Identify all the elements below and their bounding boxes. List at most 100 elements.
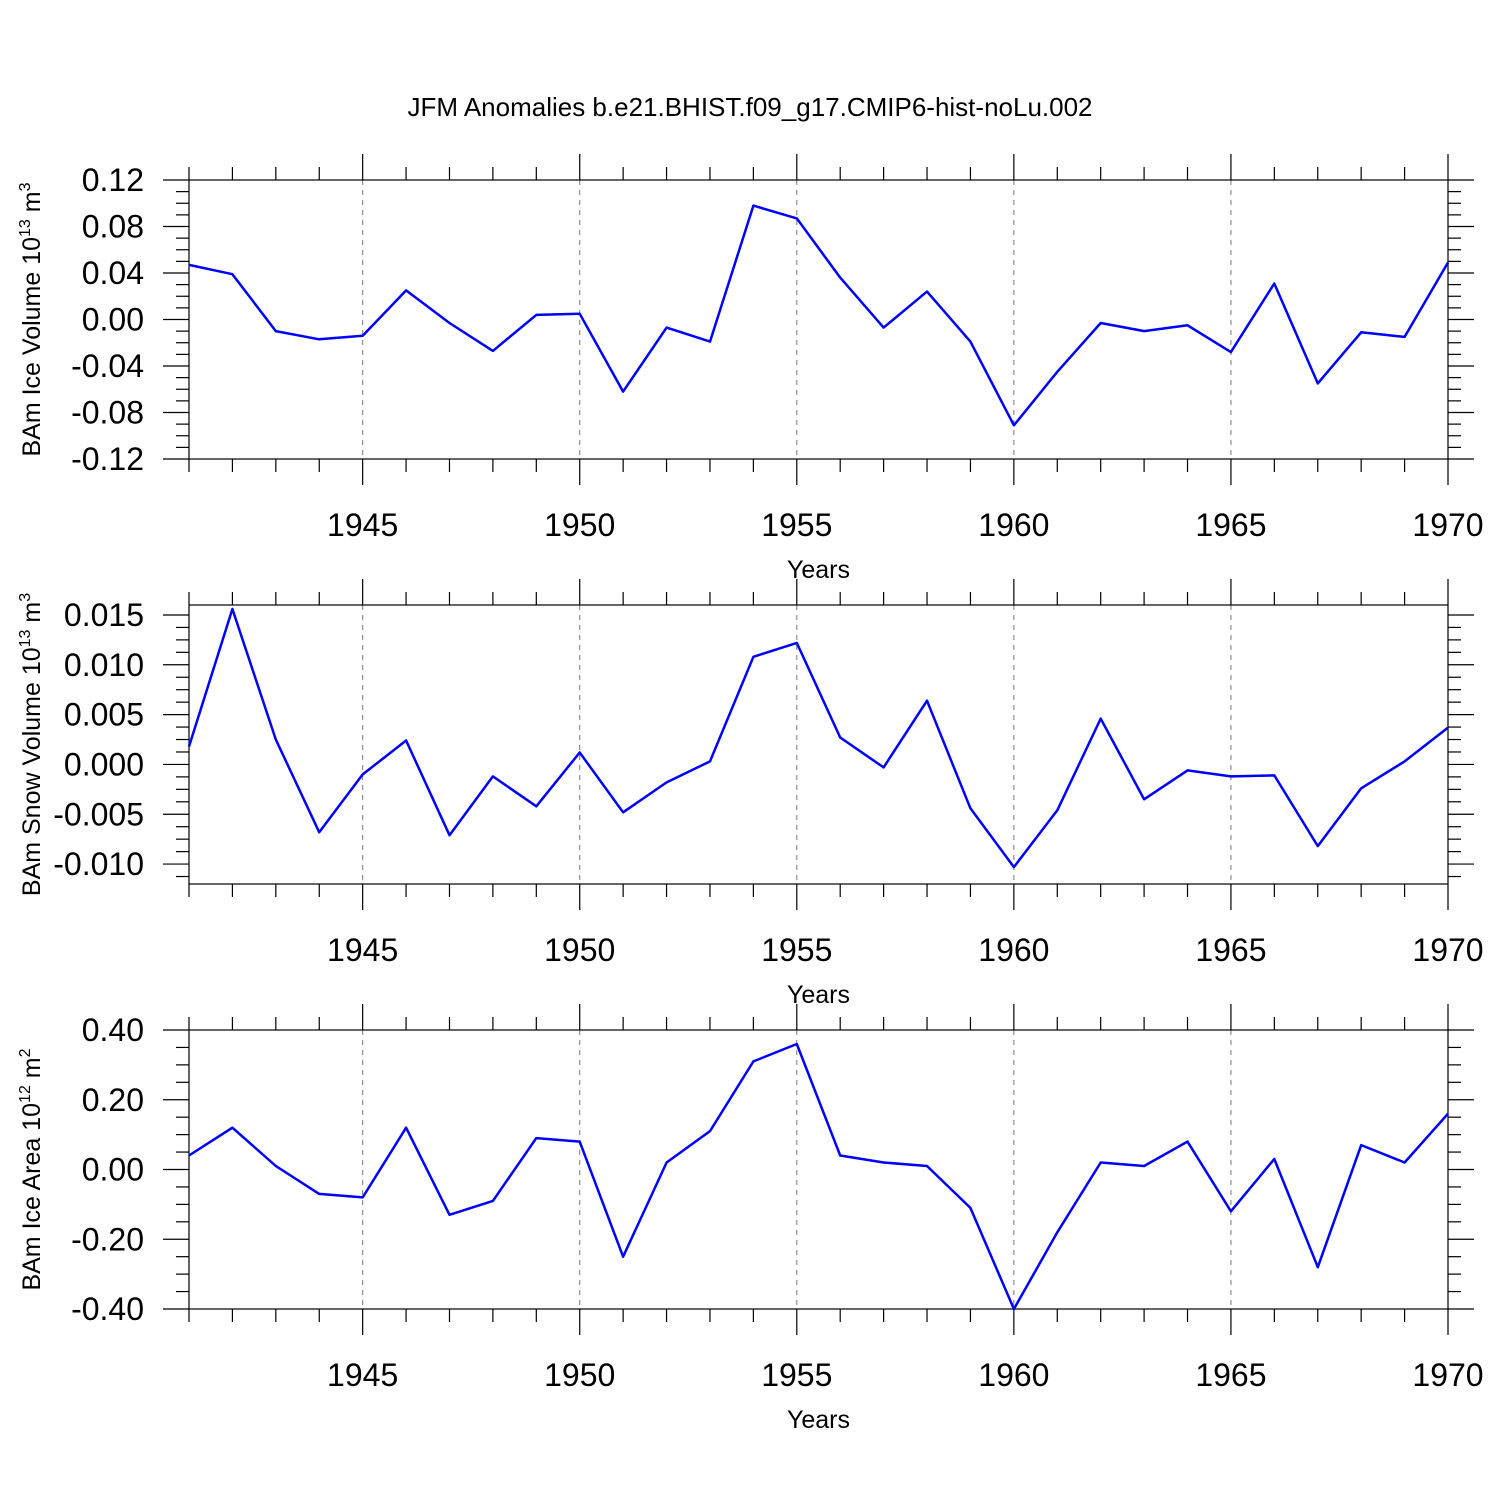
data-point: [1445, 260, 1451, 266]
series-line: [188, 1042, 1449, 1311]
data-point: [1358, 785, 1364, 791]
data-point: [1011, 1306, 1017, 1312]
y-tick-label: 0.08: [82, 209, 144, 245]
x-tick-label: 1945: [327, 507, 398, 543]
y-axis-title-superscript: 13: [17, 219, 34, 237]
data-point: [533, 312, 539, 318]
y-tick-label: -0.010: [53, 846, 144, 882]
data-point: [316, 336, 322, 342]
data-point: [186, 1153, 192, 1159]
data-point: [1315, 380, 1321, 386]
plot-frame: [188, 1029, 1449, 1310]
data-point: [707, 758, 713, 764]
data-point: [577, 1139, 583, 1145]
data-point: [490, 1198, 496, 1204]
data-point: [360, 771, 366, 777]
data-point: [1315, 1264, 1321, 1270]
data-point: [273, 1163, 279, 1169]
x-tick-label: 1950: [544, 932, 615, 968]
data-point: [1228, 773, 1234, 779]
data-point: [750, 654, 756, 660]
data-point: [881, 1160, 887, 1166]
data-point: [1358, 1142, 1364, 1148]
y-tick-label: 0.40: [82, 1012, 144, 1048]
y-tick-label: 0.00: [82, 302, 144, 338]
y-axis-title: BAm Ice Area 1012 m2: [17, 1048, 46, 1290]
data-point: [1098, 716, 1104, 722]
plot-frame: [188, 604, 1449, 885]
x-tick-label: 1960: [978, 932, 1049, 968]
data-point: [794, 215, 800, 221]
data-point: [1228, 349, 1234, 355]
y-tick-label: -0.20: [71, 1221, 144, 1257]
data-point: [1185, 1139, 1191, 1145]
y-tick-label: -0.08: [71, 395, 144, 431]
data-point: [837, 735, 843, 741]
chart-panel-1: -0.12 -0.08 -0.04 0.00 0.04 0.08 0.12 1945 1950 1…: [17, 154, 1484, 584]
series-line: [188, 204, 1450, 427]
panels: -0.12 -0.08 -0.04 0.00 0.04 0.08 0.12 1945 1950 1…: [17, 154, 1484, 1434]
data-point: [403, 287, 409, 293]
x-tick-label: 1970: [1412, 507, 1483, 543]
data-point: [794, 1041, 800, 1047]
data-point: [967, 805, 973, 811]
y-tick-label: 0.015: [64, 597, 144, 633]
y-axis-title: BAm Snow Volume 1013 m3: [17, 593, 46, 896]
chart-title: JFM Anomalies b.e21.BHIST.f09_g17.CMIP6-…: [407, 92, 1092, 122]
data-point: [794, 640, 800, 646]
data-point: [837, 275, 843, 281]
x-tick-label: 1970: [1412, 1357, 1483, 1393]
data-point: [533, 1135, 539, 1141]
data-point: [490, 348, 496, 354]
data-point: [360, 333, 366, 339]
chart-panel-3: -0.40 -0.20 0.00 0.20 0.40 1945 1950 1955 1960 19…: [17, 1004, 1484, 1434]
data-point: [1271, 280, 1277, 286]
y-axis-title-superscript: 3: [17, 593, 34, 602]
y-tick-label: 0.00: [82, 1152, 144, 1188]
data-point: [664, 325, 670, 331]
data-point: [1402, 758, 1408, 764]
y-tick-label: -0.40: [71, 1291, 144, 1327]
y-axis-title-part: m: [18, 602, 46, 630]
data-point: [1054, 807, 1060, 813]
data-point: [186, 743, 192, 749]
data-point: [403, 1125, 409, 1131]
y-tick-label: -0.12: [71, 441, 144, 477]
x-axis-title: Years: [787, 1406, 850, 1434]
data-point: [707, 339, 713, 345]
y-axis-title: BAm Ice Volume 1013 m3: [17, 182, 46, 456]
data-point: [273, 737, 279, 743]
x-tick-label: 1960: [978, 1357, 1049, 1393]
x-tick-label: 1965: [1195, 507, 1266, 543]
x-tick-label: 1945: [327, 932, 398, 968]
y-axis-title-part: BAm Snow Volume 10: [18, 647, 46, 896]
data-point: [1054, 1229, 1060, 1235]
y-axis-title-part: m: [18, 1057, 46, 1085]
data-point: [750, 203, 756, 209]
data-point: [620, 1254, 626, 1260]
y-axis-title-part: BAm Ice Volume 10: [18, 237, 46, 457]
x-axis-title: Years: [787, 556, 850, 584]
x-tick-label: 1955: [761, 1357, 832, 1393]
y-axis-title-superscript: 13: [17, 629, 34, 647]
data-point: [881, 764, 887, 770]
x-tick-label: 1950: [544, 507, 615, 543]
data-point: [1271, 772, 1277, 778]
y-tick-label: 0.20: [82, 1082, 144, 1118]
data-point: [446, 1212, 452, 1218]
x-tick-label: 1970: [1412, 932, 1483, 968]
data-point: [924, 1163, 930, 1169]
data-point: [316, 829, 322, 835]
data-point: [1098, 1160, 1104, 1166]
data-point: [446, 320, 452, 326]
data-point: [1141, 796, 1147, 802]
data-point: [750, 1058, 756, 1064]
data-point: [707, 1128, 713, 1134]
data-point: [446, 832, 452, 838]
y-tick-label: 0.005: [64, 697, 144, 733]
data-point: [1141, 328, 1147, 334]
data-point: [229, 1125, 235, 1131]
data-point: [1098, 320, 1104, 326]
y-tick-label: 0.12: [82, 162, 144, 198]
